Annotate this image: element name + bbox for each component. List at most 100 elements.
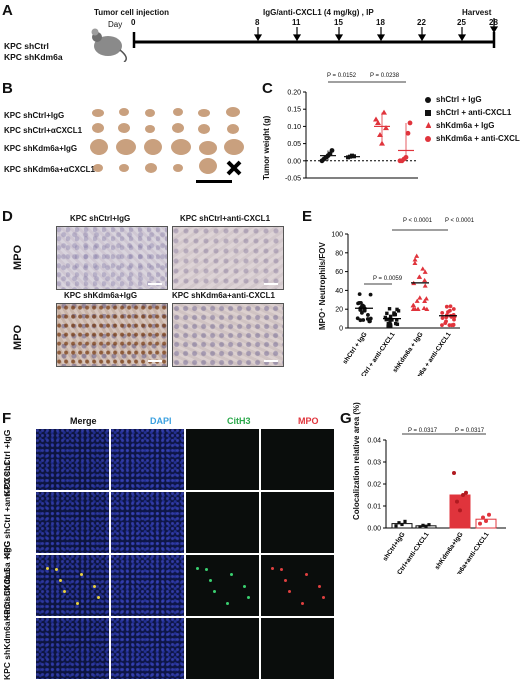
e-point: [362, 308, 367, 313]
e-point: [387, 307, 392, 311]
g-ytick-label: 0.03: [367, 460, 381, 467]
mpo-ylabel: MPO⁺ Neutrophils/FOV: [318, 242, 327, 330]
e-point: [388, 323, 393, 327]
c-ytick-label: 0.20: [287, 90, 301, 97]
c-ytick-label: 0.00: [287, 158, 301, 165]
e-point: [383, 315, 388, 320]
timeline: [132, 18, 499, 48]
g-point: [464, 490, 468, 495]
c-ytick-label: -0.05: [285, 176, 301, 183]
g-point: [484, 518, 488, 523]
if-signal-dot: [63, 590, 66, 593]
e-point: [394, 321, 398, 326]
day-0: 0: [131, 18, 136, 27]
g-point: [478, 521, 482, 526]
e-point: [423, 296, 429, 301]
e-point: [448, 304, 453, 309]
e-point: [358, 318, 363, 323]
if-signal-dot: [97, 596, 100, 599]
tumor-weight-p1: P = 0.0152: [327, 73, 357, 79]
e-point: [412, 260, 418, 266]
mpo-p1: P < 0.0001: [403, 218, 433, 224]
tumor-injection-label: Tumor cell injection: [94, 8, 169, 17]
channel-mpo: MPO: [298, 416, 319, 426]
day-22: 22: [417, 18, 426, 27]
c-point: [407, 120, 413, 126]
mpo-p2: P < 0.0001: [445, 218, 475, 224]
legend-shctrl-igg: shCtrl + IgG: [436, 95, 482, 104]
panel-label-b: B: [2, 80, 13, 97]
c-point: [329, 148, 335, 153]
legend-shctrl-igg-symbol: [425, 97, 431, 103]
e-point: [422, 269, 428, 274]
if-signal-dot: [226, 602, 229, 605]
if-signal-dot: [76, 602, 79, 605]
if-tile-row3-merge: [36, 555, 109, 616]
e-point: [417, 295, 423, 300]
legend-shkdm6a-anti: shKdm6a + anti-CXCL1: [436, 134, 520, 143]
if-tile-row1-dapi: [111, 429, 184, 490]
tumor-weight-p2: P = 0.0238: [370, 73, 400, 79]
c-ytick-label: 0.15: [287, 107, 301, 114]
if-signal-dot: [46, 567, 49, 570]
e-point: [368, 319, 372, 324]
coloc-p1: P = 0.0317: [408, 428, 438, 434]
legend-shctrl-anti: shCtrl + anti-CXCL1: [436, 108, 512, 117]
group-shctrl-label: KPC shCtrl: [4, 41, 49, 51]
e-point: [440, 310, 445, 315]
ihc-title-4: KPC shKdm6a+anti-CXCL1: [172, 291, 275, 300]
g-ytick-label: 0.02: [367, 482, 381, 489]
if-signal-dot: [280, 568, 283, 571]
e-ytick-label: 40: [335, 288, 343, 295]
if-tile-row1-mpo: [261, 429, 334, 490]
g-point: [458, 508, 462, 513]
ihc-image-shkdm6a-igg: [56, 303, 168, 367]
e-point: [395, 318, 399, 322]
g-point: [455, 499, 459, 504]
panel-label-g: G: [340, 410, 352, 427]
e-point: [451, 307, 456, 311]
if-signal-dot: [305, 573, 308, 576]
e-point: [389, 317, 393, 322]
if-signal-dot: [55, 568, 58, 571]
e-point: [366, 313, 370, 317]
panel-label-c: C: [262, 80, 273, 97]
e-point: [360, 310, 364, 315]
if-signal-dot: [247, 596, 250, 599]
c-ytick-label: 0.05: [287, 141, 301, 148]
coloc-ylabel: Colocalization relative area (%): [352, 402, 361, 520]
e-point: [412, 257, 418, 262]
day-11: 11: [292, 18, 301, 27]
panel-label-a: A: [2, 2, 13, 19]
g-ytick-label: 0.00: [367, 526, 381, 533]
e-xtick-label: shCtrl + IgG: [342, 331, 369, 365]
e-point: [414, 298, 420, 303]
e-point: [395, 307, 399, 312]
e-ytick-label: 20: [335, 307, 343, 314]
g-point: [461, 493, 465, 497]
mpo-p3: P = 0.0059: [373, 276, 403, 282]
c-point: [383, 125, 389, 131]
g-xtick-label: shCtrl+IgG: [382, 531, 407, 562]
e-point: [417, 274, 423, 279]
e-point: [452, 317, 456, 322]
ihc-title-3: KPC shKdm6a+IgG: [64, 291, 138, 300]
mpo-row-label-2: MPO: [12, 324, 24, 350]
e-point: [443, 321, 448, 326]
day-25: 25: [457, 18, 466, 27]
day-15: 15: [334, 18, 343, 27]
e-point: [420, 266, 426, 271]
e-point: [357, 292, 362, 297]
tumor-weight-chart: 0.20 0.15 0.10 0.05 0.00 -0.05: [285, 81, 418, 183]
if-signal-dot: [230, 573, 233, 576]
day-label: Day: [108, 20, 123, 29]
g-point: [394, 524, 398, 528]
if-signal-dot: [271, 567, 274, 570]
e-point: [355, 316, 360, 321]
harvest-label: Harvest: [462, 8, 492, 17]
if-tile-row4-merge: [36, 618, 109, 679]
panel-label-d: D: [2, 208, 13, 225]
e-point: [440, 323, 444, 328]
if-tile-row4-cith3: [186, 618, 259, 679]
